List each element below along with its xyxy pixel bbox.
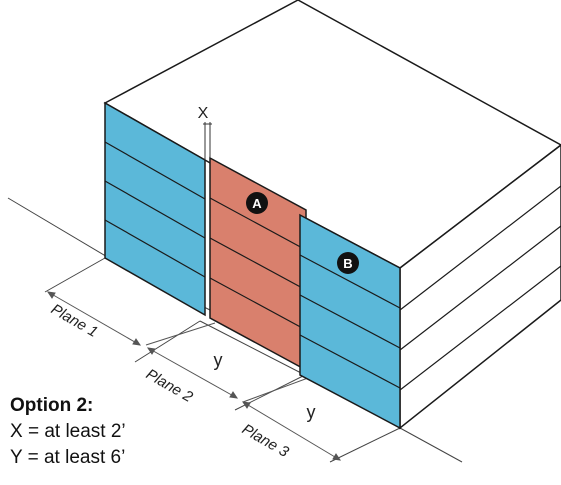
marker-a: A — [246, 192, 268, 214]
marker-a-label: A — [252, 196, 262, 211]
option-title: Option 2: — [10, 395, 94, 416]
x-dimension-marker — [203, 122, 212, 160]
dimension-lines — [46, 291, 342, 461]
plane-2-label: Plane 2 — [143, 366, 196, 406]
facade-plane-1 — [104, 101, 206, 317]
facade-plane-3 — [299, 213, 401, 430]
option-caption: Option 2: X = at least 2’ Y = at least 6… — [10, 393, 126, 471]
y-dimension-label-plane-2: y — [214, 350, 223, 370]
marker-b-label: B — [343, 256, 352, 271]
x-requirement: X = at least 2’ — [10, 421, 126, 442]
marker-b: B — [337, 252, 359, 274]
x-dimension-label: X — [198, 105, 209, 122]
y-dimension-label-plane-3: y — [307, 402, 316, 422]
y-requirement: Y = at least 6’ — [10, 447, 126, 468]
